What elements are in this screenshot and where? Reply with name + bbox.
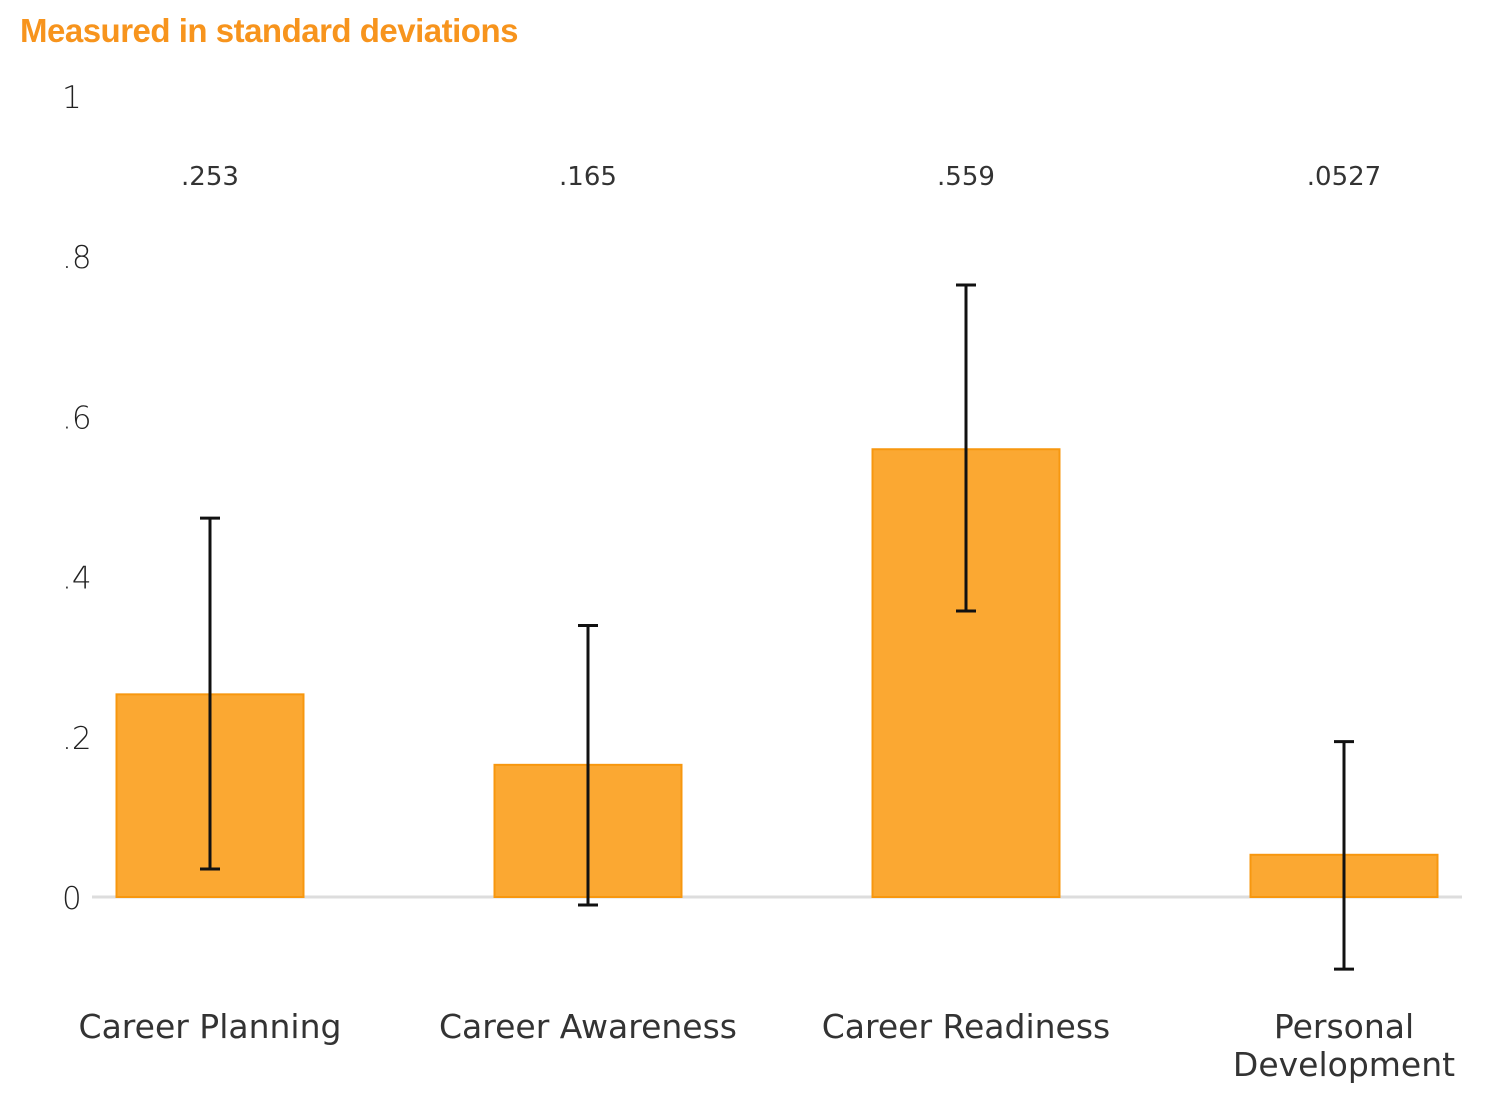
y-tick-label: .8 xyxy=(62,240,92,276)
x-tick-label: Development xyxy=(1233,1045,1455,1084)
y-tick-label: .6 xyxy=(62,400,92,436)
data-label: .559 xyxy=(937,162,995,192)
data-label: .0527 xyxy=(1307,162,1381,192)
y-tick-label: .2 xyxy=(62,721,92,757)
x-tick-label: Personal xyxy=(1274,1007,1414,1046)
x-tick-label: Career Readiness xyxy=(822,1007,1110,1046)
data-label: .165 xyxy=(559,162,617,192)
x-tick-label: Career Planning xyxy=(79,1007,342,1046)
y-tick-label: 0 xyxy=(62,881,82,917)
chart-title: Measured in standard deviations xyxy=(20,12,518,49)
y-tick-label: .4 xyxy=(62,561,92,597)
x-tick-label: Career Awareness xyxy=(439,1007,737,1046)
y-tick-label: 1 xyxy=(62,80,82,116)
data-label: .253 xyxy=(181,162,239,192)
